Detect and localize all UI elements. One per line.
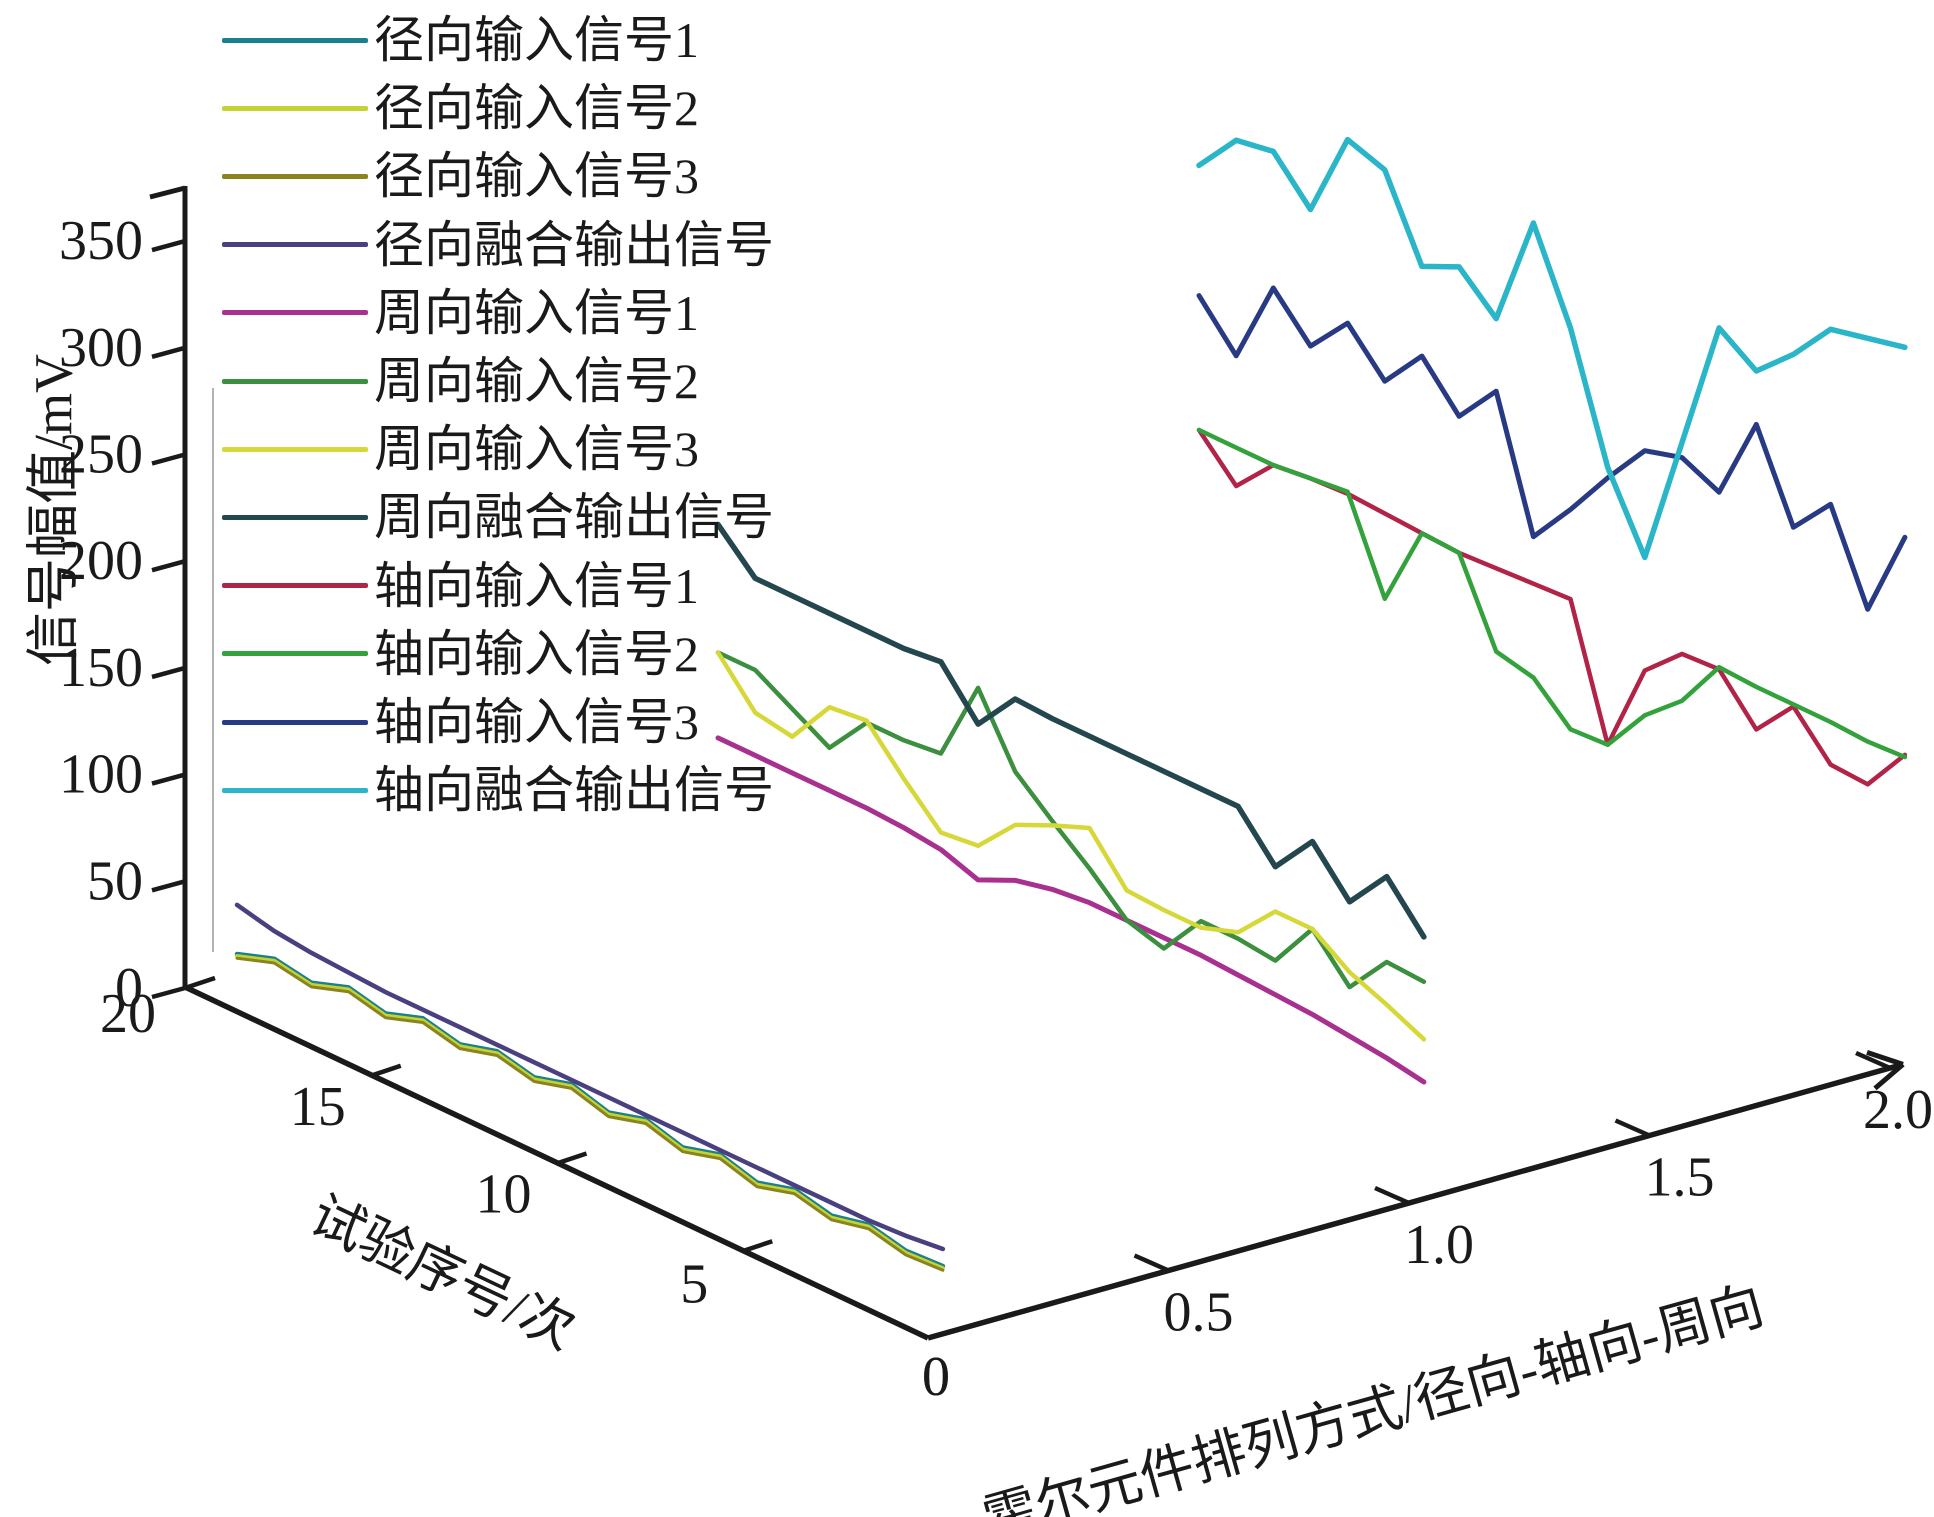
z-axis-title: 信号幅值/mV (23, 353, 84, 667)
arrangement-tick-label: 1.5 (1645, 1147, 1715, 1209)
legend-item-0: 径向输入信号1 (222, 6, 699, 74)
legend-item-8: 轴向输入信号1 (222, 552, 699, 620)
legend-item-3: 径向融合输出信号 (222, 211, 774, 279)
trial-tick (370, 1063, 402, 1078)
series-line-5 (715, 650, 1427, 990)
trial-tick-label: 20 (100, 983, 156, 1045)
legend-item-label: 轴向融合输出信号 (374, 762, 774, 819)
trial-tick-label: 5 (680, 1253, 708, 1315)
series-line-9 (1196, 427, 1908, 760)
trial-tick-label: 10 (476, 1164, 532, 1226)
legend-swatch-icon (222, 37, 368, 43)
arrangement-tick (1374, 1185, 1410, 1206)
z-tick (151, 879, 186, 893)
arrangement-tick (1614, 1118, 1651, 1138)
legend-item-6: 周向输入信号3 (222, 415, 699, 483)
z-tick (151, 772, 186, 786)
legend-item-7: 周向融合输出信号 (222, 483, 774, 551)
trial-tick (184, 975, 216, 991)
legend-item-label: 径向融合输出信号 (374, 216, 774, 273)
trial-tick (741, 1239, 773, 1254)
legend-swatch-icon (222, 583, 368, 589)
z-tick-label: 0 (115, 957, 143, 1019)
arrangement-tick-label: 0 (922, 1346, 950, 1408)
z-tick (151, 985, 186, 1000)
arrangement-tick (1133, 1253, 1170, 1273)
legend-item-label: 周向输入信号1 (374, 284, 699, 341)
z-tick (151, 238, 186, 253)
legend-item-label: 轴向输入信号3 (374, 694, 699, 750)
series-line-6 (715, 650, 1427, 1042)
legend-swatch-icon (222, 105, 368, 111)
legend-swatch-icon (222, 242, 368, 248)
legend-item-label: 轴向输入信号1 (374, 557, 699, 614)
legend-item-label: 周向融合输出信号 (374, 489, 774, 546)
series-line-10 (1196, 285, 1908, 612)
legend-swatch-icon (222, 378, 368, 384)
arrangement-tick-label: 2.0 (1863, 1079, 1933, 1141)
legend-item-11: 轴向融合输出信号 (222, 756, 774, 824)
arrangement-axis-arrow (1866, 1049, 1904, 1067)
z-axis-end-tick (149, 185, 186, 200)
legend-swatch-icon (222, 173, 368, 179)
legend-item-10: 轴向输入信号3 (222, 688, 699, 756)
series-line-11 (1196, 136, 1908, 561)
z-tick-label: 150 (59, 637, 143, 699)
legend-item-label: 径向输入信号1 (374, 12, 699, 68)
z-tick (151, 452, 186, 466)
z-tick-label: 300 (59, 317, 143, 379)
legend-item-label: 径向输入信号3 (374, 148, 699, 205)
legend-swatch-icon (222, 651, 368, 657)
z-tick (151, 559, 186, 573)
legend-item-label: 周向输入信号3 (374, 421, 699, 478)
legend-item-5: 周向输入信号2 (222, 347, 699, 415)
arrangement-tick (1855, 1050, 1891, 1071)
series-line-8 (1196, 427, 1908, 787)
z-tick-label: 200 (59, 530, 143, 592)
legend-item-label: 周向输入信号2 (374, 353, 699, 409)
legend-box-edge (212, 388, 214, 952)
series-line-7 (715, 521, 1427, 940)
legend-item-1: 径向输入信号2 (222, 74, 699, 142)
series-line-4 (715, 735, 1427, 1085)
legend-swatch-icon (222, 719, 368, 725)
legend-swatch-icon (222, 514, 368, 520)
series-line-3 (234, 902, 946, 1252)
legend-item-4: 周向输入信号1 (222, 279, 699, 347)
legend-swatch-icon (222, 787, 368, 793)
legend-swatch-icon (222, 310, 368, 316)
z-tick-label: 250 (59, 424, 143, 486)
z-tick (151, 665, 186, 680)
trial-tick-label: 15 (290, 1076, 346, 1138)
legend-item-label: 轴向输入信号2 (374, 625, 699, 682)
series-line-1 (235, 954, 945, 1271)
arrangement-tick-label: 0.5 (1164, 1282, 1234, 1344)
legend-swatch-icon (222, 446, 368, 452)
z-tick-label: 100 (59, 744, 143, 806)
legend-item-9: 轴向输入信号2 (222, 620, 699, 688)
arrangement-axis-line (927, 1061, 1904, 1341)
z-tick-label: 50 (87, 850, 143, 912)
trial-tick-label: 0 (922, 1346, 950, 1408)
arrangement-axis-arrow (1873, 1062, 1905, 1091)
z-tick (151, 345, 186, 359)
legend-item-label: 径向输入信号2 (374, 80, 699, 137)
legend-item-2: 径向输入信号3 (222, 142, 699, 210)
trial-tick (555, 1151, 588, 1166)
arrangement-tick-label: 1.0 (1404, 1214, 1474, 1276)
z-tick-label: 350 (59, 210, 143, 272)
series-line-2 (235, 956, 945, 1272)
